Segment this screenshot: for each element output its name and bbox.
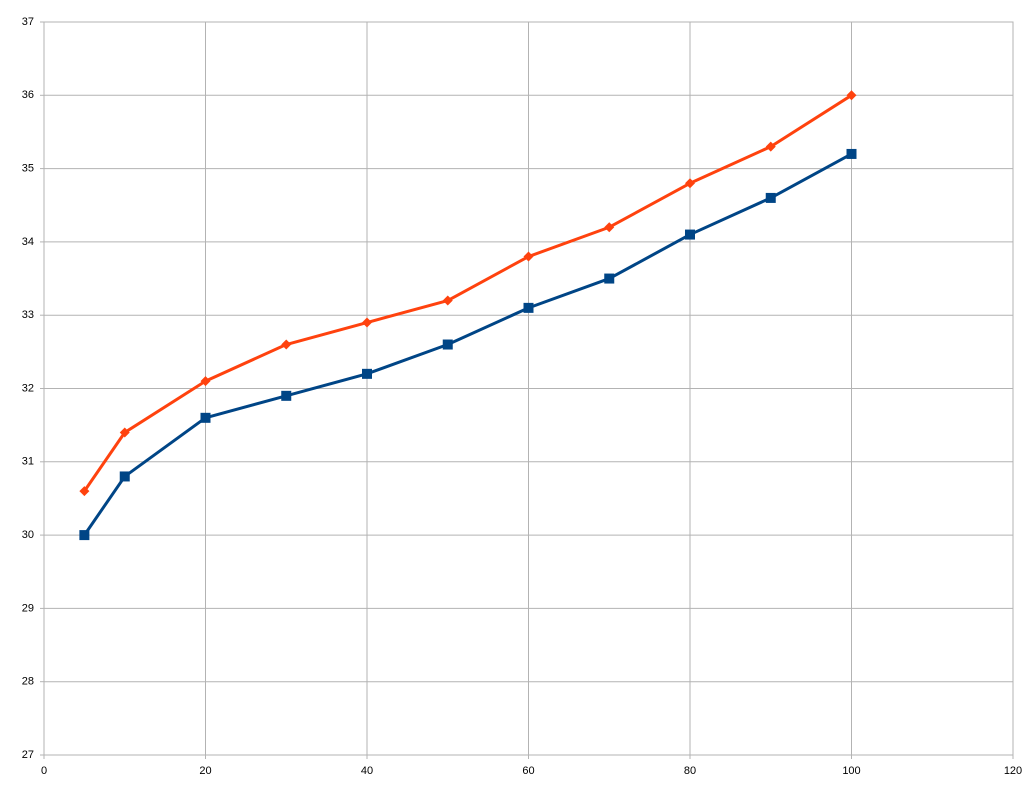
marker: [604, 273, 615, 284]
marker: [604, 222, 615, 233]
marker: [765, 141, 776, 152]
marker: [523, 251, 534, 262]
y-tick-label: 29: [22, 602, 34, 614]
series-line: [83, 152, 853, 536]
y-tick-label: 33: [22, 309, 34, 321]
marker: [765, 192, 776, 203]
x-tick-label: 40: [361, 765, 373, 777]
x-tick-label: 60: [522, 765, 534, 777]
y-tick-label: 28: [22, 676, 34, 688]
y-tick-label: 30: [22, 529, 34, 541]
y-tick-label: 32: [22, 382, 34, 394]
marker: [685, 229, 695, 240]
marker: [200, 412, 211, 423]
marker: [442, 295, 453, 306]
marker: [362, 368, 372, 379]
y-tick-label: 34: [22, 236, 34, 248]
marker: [846, 90, 857, 101]
plot-frame: [43, 21, 1014, 756]
y-tick-label: 36: [22, 89, 34, 101]
marker: [79, 530, 90, 541]
marker: [119, 427, 130, 438]
x-tick-label: 20: [199, 765, 211, 777]
marker: [442, 339, 453, 350]
marker: [362, 317, 372, 328]
marker: [79, 486, 90, 497]
marker: [281, 339, 292, 350]
x-tick-label: 0: [41, 765, 47, 777]
x-tick-label: 120: [1004, 765, 1022, 777]
y-tick-label: 31: [22, 456, 34, 468]
marker: [523, 302, 534, 313]
x-tick-label: 100: [842, 765, 860, 777]
marker: [685, 178, 695, 189]
series-line: [83, 94, 853, 492]
y-tick-label: 27: [22, 749, 34, 761]
marker: [281, 390, 292, 401]
marker: [200, 376, 211, 387]
x-tick-label: 80: [684, 765, 696, 777]
y-tick-label: 37: [22, 16, 34, 28]
marker: [119, 471, 130, 482]
y-tick-label: 35: [22, 163, 34, 175]
marker: [846, 148, 857, 159]
